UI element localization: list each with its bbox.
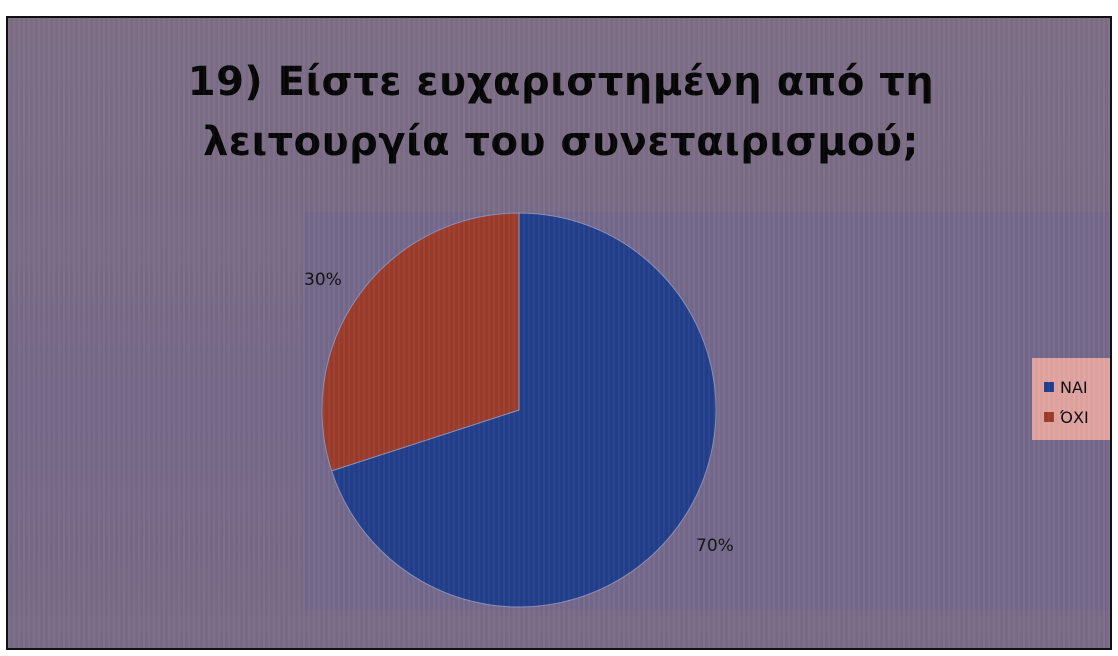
- data-label-nai: 70%: [696, 536, 734, 556]
- chart-title-line-1: 19) Είστε ευχαριστημένη από τη: [187, 59, 935, 105]
- legend: ΝΑΙ ΌΧΙ: [1032, 358, 1110, 440]
- pie-chart: [321, 212, 717, 608]
- legend-label-nai: ΝΑΙ: [1060, 377, 1088, 397]
- legend-item-nai: ΝΑΙ: [1044, 372, 1110, 402]
- pie-slice-ochi: [321, 212, 520, 472]
- pie-slices: [321, 212, 717, 608]
- chart-title: 19) Είστε ευχαριστημένη από τη λειτουργί…: [8, 52, 1110, 172]
- legend-label-ochi: ΌΧΙ: [1060, 407, 1089, 427]
- data-label-ochi: 30%: [304, 270, 342, 290]
- pie-slice-nai: [331, 212, 717, 608]
- legend-swatch-nai: [1044, 382, 1054, 392]
- legend-item-ochi: ΌΧΙ: [1044, 402, 1110, 432]
- chart-slide: 19) Είστε ευχαριστημένη από τη λειτουργί…: [6, 16, 1112, 650]
- chart-title-line-2: λειτουργία του συνεταιρισμού;: [202, 119, 920, 165]
- legend-swatch-ochi: [1044, 412, 1054, 422]
